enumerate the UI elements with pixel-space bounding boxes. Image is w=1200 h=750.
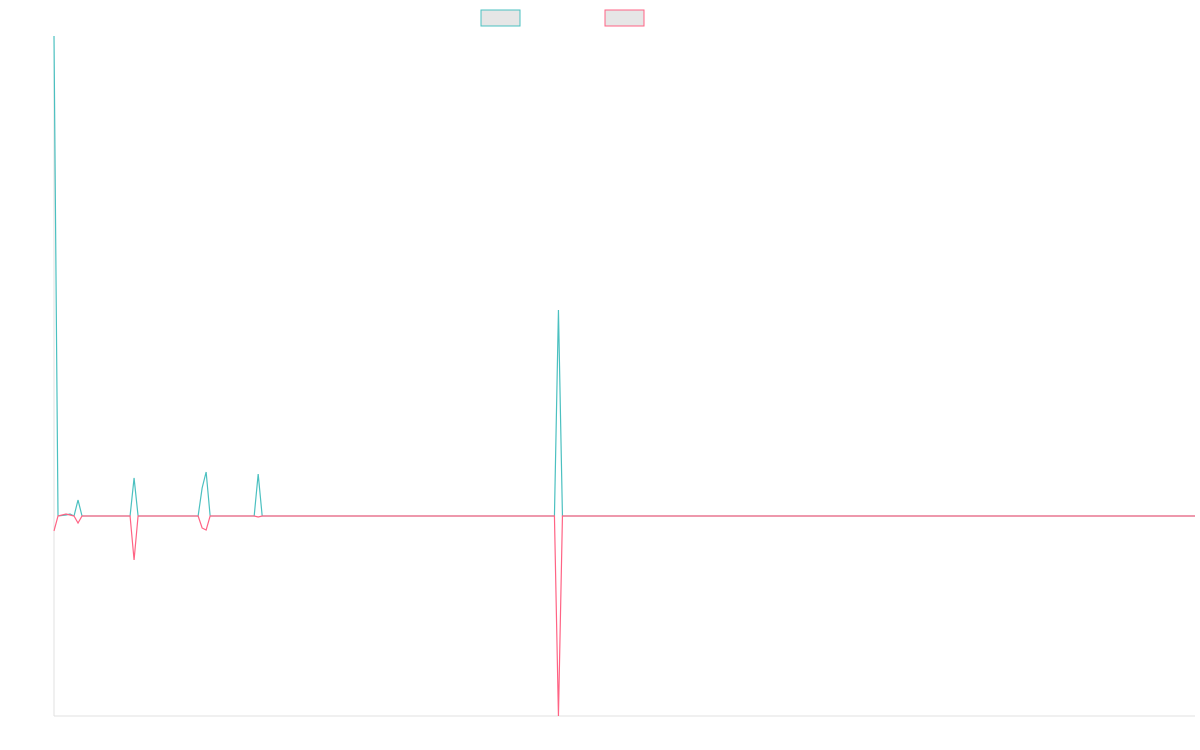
series-line [53, 35, 1195, 517]
legend-swatch[interactable] [480, 9, 521, 27]
legend-swatch[interactable] [604, 9, 645, 27]
series-line [53, 513, 1195, 717]
